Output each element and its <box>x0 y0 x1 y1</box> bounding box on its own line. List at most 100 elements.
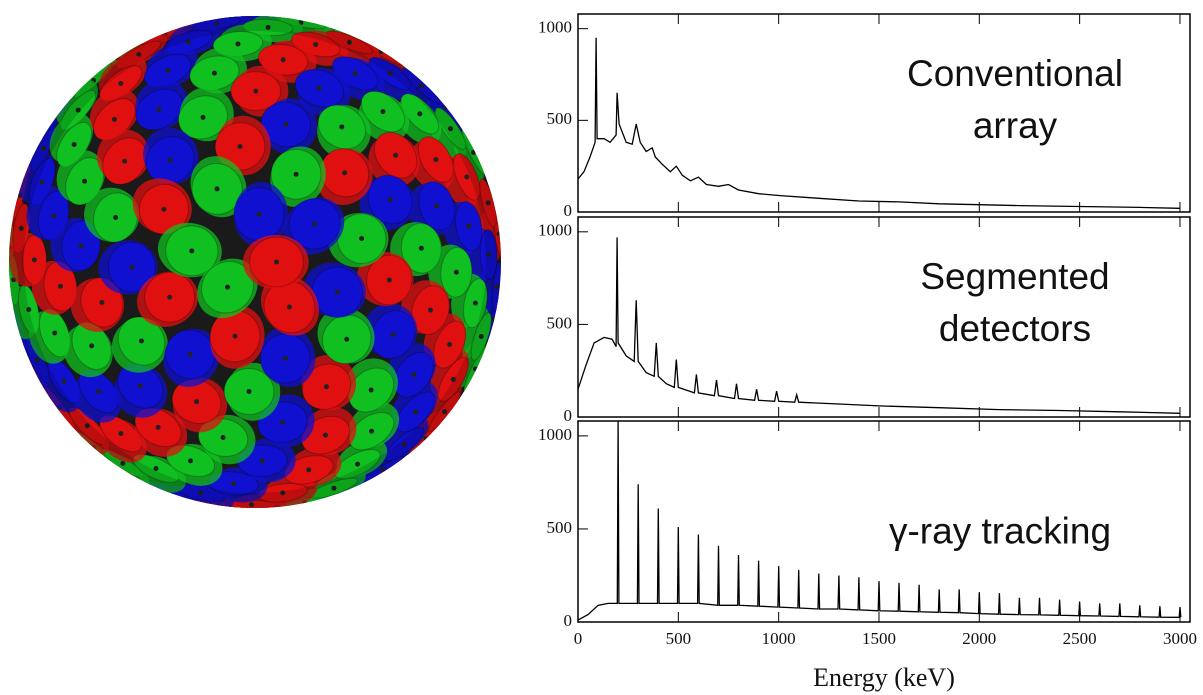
detector-core <box>323 384 329 390</box>
y-tick-label: 0 <box>564 406 573 425</box>
detector-core <box>155 424 161 430</box>
detector-core <box>187 351 193 357</box>
detector-core <box>211 70 217 76</box>
detector-core <box>417 111 423 117</box>
y-tick-label: 0 <box>564 201 573 220</box>
detector-core <box>282 356 288 362</box>
detector-core <box>486 252 492 258</box>
detector-core <box>472 300 478 306</box>
detector-core <box>447 342 453 348</box>
detector-core <box>237 143 243 149</box>
detector-core <box>387 197 393 203</box>
detector-core <box>339 124 345 130</box>
panel-annotation: array <box>973 105 1058 146</box>
panel-annotation: detectors <box>939 308 1091 349</box>
detector-core <box>78 243 84 249</box>
detector-core <box>401 441 407 447</box>
detector-core <box>380 467 386 473</box>
detector-core <box>185 39 191 45</box>
detector-core <box>220 435 226 441</box>
detector-core <box>259 458 265 464</box>
detector-core <box>334 289 340 295</box>
detector-core <box>386 277 392 283</box>
y-tick-label: 1000 <box>538 18 572 37</box>
detector-core <box>485 200 491 206</box>
detector-core <box>352 70 358 76</box>
detector-core <box>434 203 440 209</box>
detector-core <box>230 480 236 486</box>
detector-core <box>387 71 393 77</box>
detector-core <box>188 458 194 464</box>
detector-core <box>359 236 365 242</box>
detector-core <box>331 485 337 491</box>
detector-core <box>346 39 352 45</box>
panel-annotation: Conventional <box>907 53 1123 94</box>
x-tick-label: 3000 <box>1163 629 1197 648</box>
detector-core <box>214 186 220 192</box>
detector-core <box>57 283 63 289</box>
detector-core <box>118 431 124 437</box>
plot-frame <box>577 216 1191 418</box>
x-tick-label: 1000 <box>762 629 796 648</box>
detector-array-image <box>9 16 501 508</box>
detector-core <box>342 170 348 176</box>
detector-core <box>225 284 231 290</box>
detector-core <box>344 336 350 342</box>
detector-core <box>156 107 162 113</box>
panel-annotation: Segmented <box>920 256 1109 297</box>
detector-core <box>26 306 32 312</box>
detector-core <box>61 378 67 384</box>
detector-core <box>306 467 312 473</box>
detector-core <box>120 460 126 466</box>
y-tick-label: 1000 <box>538 221 572 240</box>
detector-core <box>249 502 255 508</box>
x-tick-label: 0 <box>574 629 583 648</box>
x-axis-label: Energy (keV) <box>813 663 955 692</box>
detector-core <box>200 114 206 120</box>
x-tick-label: 2000 <box>962 629 996 648</box>
detector-core <box>280 490 286 496</box>
detector-core <box>82 178 88 184</box>
detector-core <box>122 158 128 164</box>
detector-core <box>198 490 204 496</box>
detector-core <box>51 213 57 219</box>
detector-core <box>355 461 361 467</box>
detector-core <box>283 121 289 127</box>
detector-core <box>494 284 500 290</box>
detector-core <box>413 409 419 415</box>
detector-core <box>393 152 399 158</box>
detector-core <box>99 299 105 305</box>
detector-core <box>129 264 135 270</box>
plot-frame <box>577 420 1191 623</box>
detector-core <box>111 116 117 122</box>
detector-core <box>138 338 144 344</box>
x-tick-label: 1500 <box>862 629 896 648</box>
detector-core <box>31 257 37 263</box>
detector-core <box>75 107 81 113</box>
detector-core <box>427 307 433 313</box>
detector-core <box>39 179 45 185</box>
detector-core <box>280 57 286 63</box>
detector-core <box>442 409 448 415</box>
detector-core <box>96 388 102 394</box>
plot-frame <box>577 13 1191 213</box>
detector-core <box>52 330 58 336</box>
detector-core <box>466 223 472 229</box>
detector-core <box>194 399 200 405</box>
detector-core <box>118 80 124 86</box>
detector-core <box>34 357 40 363</box>
detector-core <box>448 126 454 132</box>
detector-core <box>246 388 252 394</box>
detector-core <box>280 419 286 425</box>
detector-core <box>286 304 292 310</box>
detector-core <box>18 225 24 231</box>
detector-core <box>137 383 143 389</box>
spectrum-panel: 0 500 1000 Conventional array <box>538 13 1191 220</box>
detector-core <box>71 141 77 147</box>
x-tick-label: 2500 <box>1063 629 1097 648</box>
y-tick-label: 500 <box>547 109 573 128</box>
spectrum-line <box>577 37 1181 209</box>
detector-core <box>478 334 484 340</box>
y-tick-label: 0 <box>564 611 573 630</box>
